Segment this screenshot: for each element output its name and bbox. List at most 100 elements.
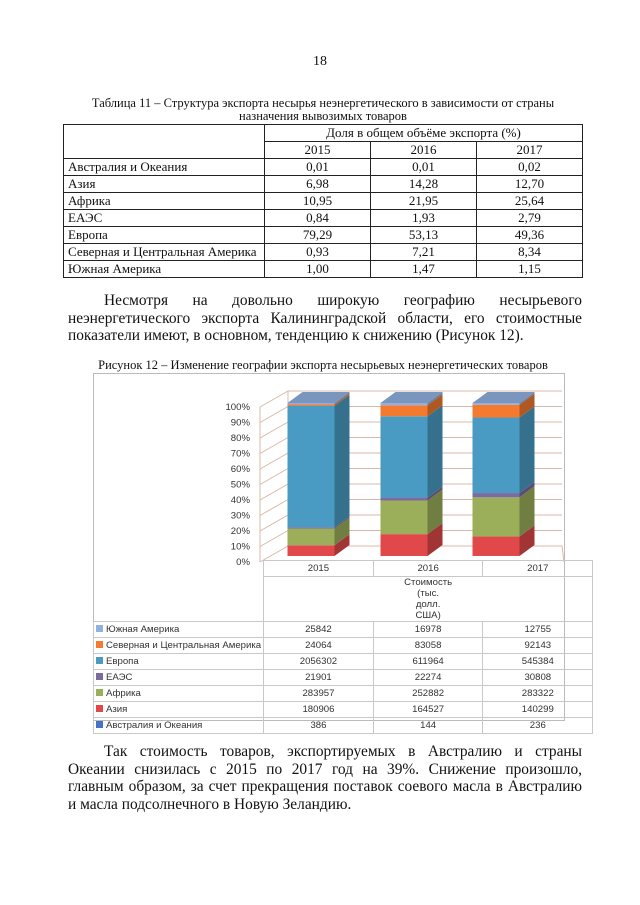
- bar-segment-side: [334, 544, 350, 556]
- legend-swatch-icon: [96, 673, 103, 680]
- legend-row: Африка 283957 252882 283322: [92, 685, 594, 702]
- data-value: 144: [372, 717, 484, 734]
- bar-segment-side: [519, 393, 535, 418]
- bar-segment-side: [519, 482, 535, 498]
- data-value: 83058: [372, 637, 484, 654]
- legend-entry: Австралия и Океания: [92, 717, 265, 734]
- share-value: 1,00: [264, 260, 371, 278]
- bar-segment: [287, 545, 335, 556]
- gridline-side: [259, 530, 289, 547]
- data-value: 180906: [263, 701, 374, 718]
- series-name: Африка: [106, 688, 141, 699]
- legend-swatch-icon: [96, 625, 103, 632]
- bar-segment: [472, 417, 520, 494]
- page-number: 18: [313, 54, 327, 69]
- bar-segment: [472, 493, 520, 498]
- bar-segment-side: [519, 392, 535, 405]
- legend-row: Северная и Центральная Америка 24064 83058…: [92, 637, 594, 654]
- category-label: 2015: [263, 560, 374, 577]
- bar-segment-side: [519, 544, 535, 556]
- bar-segment-side: [427, 392, 443, 406]
- y-tick-label: 30%: [231, 511, 251, 522]
- series-name: Европа: [106, 656, 139, 667]
- gridline-side: [259, 406, 289, 423]
- data-value: 92143: [482, 637, 594, 654]
- bar-top: [472, 392, 535, 403]
- data-value: 22274: [372, 669, 484, 686]
- gridline-side: [259, 499, 289, 516]
- gridline-side: [259, 514, 289, 532]
- y-tick-label: 40%: [231, 495, 251, 506]
- series-name: Северная и Центральная Америка: [106, 640, 262, 651]
- legend-swatch-icon: [96, 705, 103, 712]
- legend-row: Южная Америка 25842 16978 12755: [92, 621, 594, 638]
- data-value: 252882: [372, 685, 484, 702]
- legend-swatch-icon: [96, 657, 103, 664]
- bar-segment: [380, 534, 428, 556]
- share-value: 1,15: [475, 260, 584, 278]
- bar-segment-side: [427, 394, 443, 417]
- data-value: 545384: [482, 653, 594, 670]
- chart-data-table: 2015 2016 2017 Стоимость (тыс. долл. США) Юж…: [92, 560, 594, 734]
- y-tick-label: 90%: [231, 418, 251, 429]
- x-axis-title: Стоимость (тыс. долл. США): [263, 576, 594, 622]
- bar-top: [287, 392, 350, 403]
- bar-segment: [380, 500, 428, 535]
- bar-segment: [287, 527, 335, 529]
- bar-segment-side: [334, 534, 350, 556]
- empty-cell: [94, 561, 264, 622]
- bar-segment: [472, 497, 520, 537]
- gridline-side: [259, 437, 289, 454]
- header-empty-cell: [63, 124, 265, 159]
- bar-segment: [472, 536, 520, 556]
- bar-segment-side: [427, 523, 443, 556]
- bar-segment: [287, 405, 335, 528]
- bar-segment: [380, 416, 428, 498]
- bar-segment-side: [519, 486, 535, 537]
- legend-row: Европа 2056302 611964 545384: [92, 653, 594, 670]
- legend-entry: Европа: [92, 653, 265, 670]
- paragraph-1: Несмотря на довольно широкую географию н…: [68, 292, 582, 344]
- data-value: 30808: [482, 669, 594, 686]
- legend-row: Австралия и Океания 386 144 236: [92, 717, 594, 734]
- y-tick-label: 50%: [231, 480, 251, 491]
- y-tick-label: 100%: [225, 402, 250, 413]
- bar-segment: [287, 528, 335, 546]
- export-share-table: Доля в общем объёме экспорта (%) 2015 2016…: [63, 124, 584, 278]
- data-value: 2056302: [263, 653, 374, 670]
- legend-swatch-icon: [96, 721, 103, 728]
- bar-segment-side: [427, 486, 443, 501]
- y-tick-label: 60%: [231, 464, 251, 475]
- y-tick-label: 70%: [231, 449, 251, 460]
- share-value: 25,64: [475, 192, 584, 210]
- table-caption: Таблица 11 – Структура экспорта несырья …: [91, 96, 555, 123]
- gridline-side: [259, 468, 289, 485]
- gridline-side: [259, 545, 289, 563]
- gridline-side: [259, 390, 289, 408]
- bar-segment: [380, 405, 428, 417]
- bar-segment-side: [519, 406, 535, 494]
- bar-segment: [287, 403, 335, 405]
- series-name: Южная Америка: [106, 624, 180, 635]
- table-row: Африка 10,95 21,95 25,64: [63, 192, 584, 210]
- year-header-row: 2015 2016 2017: [64, 141, 584, 159]
- y-tick-label: 20%: [231, 526, 251, 537]
- region-name: Южная Америка: [63, 260, 265, 278]
- data-value: 16978: [372, 621, 484, 638]
- bar-segment: [380, 403, 428, 406]
- share-value: 10,95: [264, 192, 371, 210]
- share-value: 0,84: [264, 209, 371, 227]
- bar-segment-side: [427, 544, 443, 556]
- series-name: Азия: [106, 704, 128, 715]
- data-value: 24064: [263, 637, 374, 654]
- floor-edge: [561, 545, 565, 563]
- share-value: 14,28: [369, 175, 477, 193]
- share-value: 1,47: [369, 260, 477, 278]
- series-name: Австралия и Океания: [106, 720, 203, 731]
- gridline-side: [259, 421, 289, 439]
- bar-segment: [287, 404, 335, 406]
- bar-segment: [472, 403, 520, 405]
- chart-category-row: 2015 2016 2017: [94, 560, 594, 577]
- bar-segment: [472, 404, 520, 418]
